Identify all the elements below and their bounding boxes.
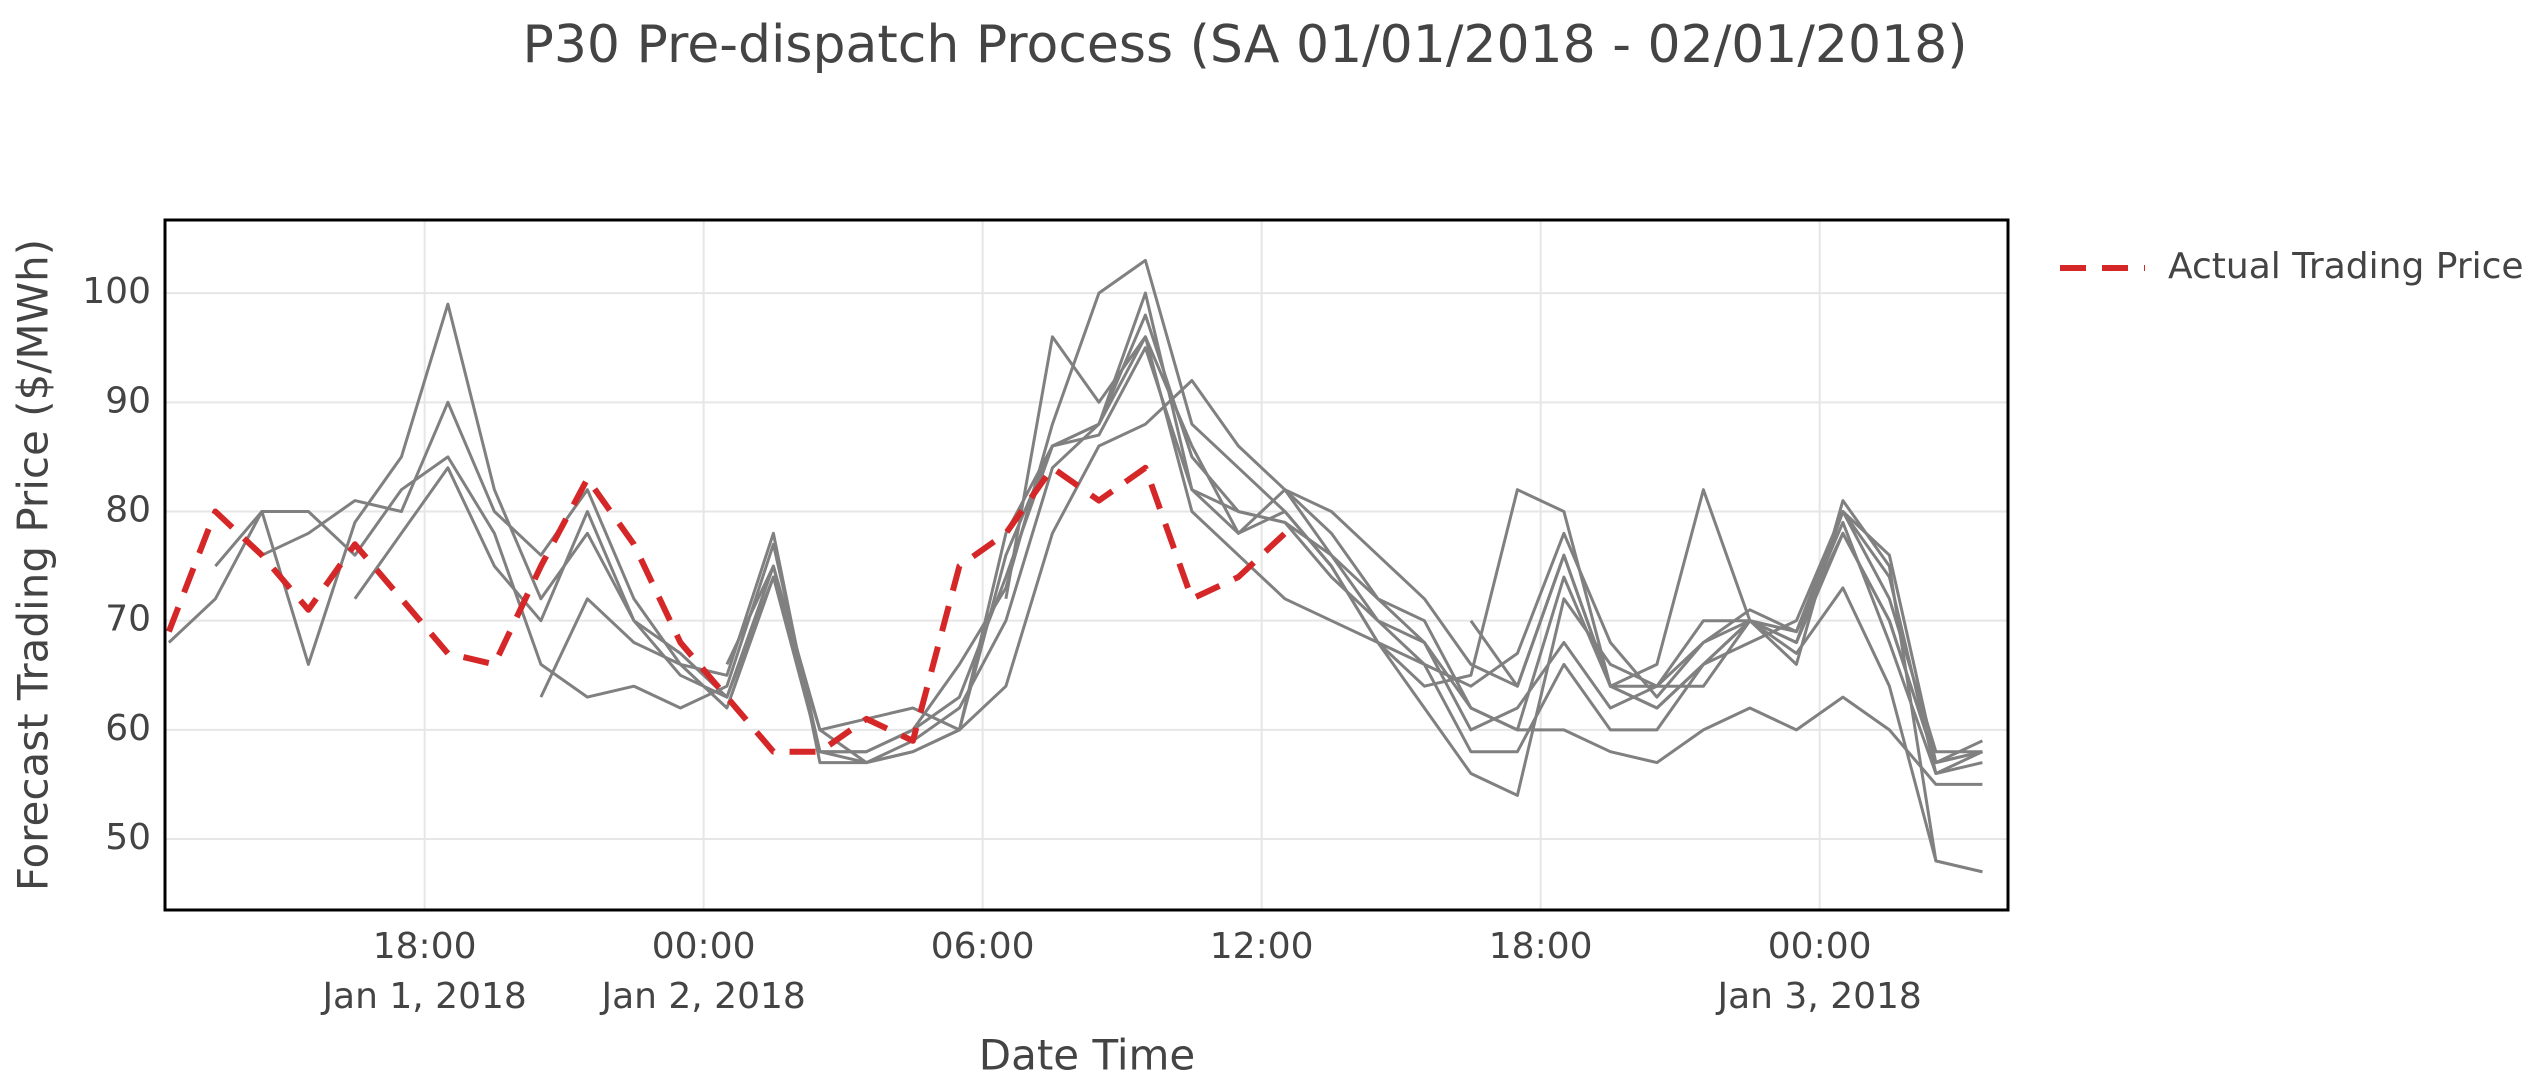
x-tick-label: 00:00 Jan 2, 2018 — [599, 926, 805, 1017]
series-line — [167, 379, 1983, 765]
series-line — [166, 464, 1287, 755]
chart-title: P30 Pre-dispatch Process (SA 01/01/2018 … — [522, 15, 1967, 75]
series-line — [1283, 488, 1983, 786]
series-line — [725, 258, 1983, 874]
y-tick-label: 90 — [105, 380, 151, 421]
y-axis-title: Forecast Trading Price ($/MWh) — [9, 239, 58, 891]
series-line — [1469, 531, 1983, 765]
x-tick-label: 00:00 Jan 3, 2018 — [1715, 926, 1921, 1017]
y-tick-label: 80 — [105, 490, 151, 531]
series-line — [1004, 335, 1983, 874]
x-tick-label: 18:00 Jan 1, 2018 — [320, 926, 526, 1017]
y-tick-label: 50 — [105, 817, 151, 858]
y-tick-label: 100 — [82, 271, 151, 312]
y-tick-label: 70 — [105, 599, 151, 640]
x-tick-label: 06:00 — [931, 926, 1035, 967]
plot-border — [163, 218, 2010, 912]
x-tick-label: 18:00 — [1489, 926, 1593, 967]
plot-area — [166, 258, 1984, 874]
y-tick-label: 60 — [105, 708, 151, 749]
legend-label: Actual Trading Price — [2168, 246, 2524, 287]
x-tick-label: 12:00 — [1210, 926, 1314, 967]
x-axis-title: Date Time — [979, 1031, 1196, 1080]
